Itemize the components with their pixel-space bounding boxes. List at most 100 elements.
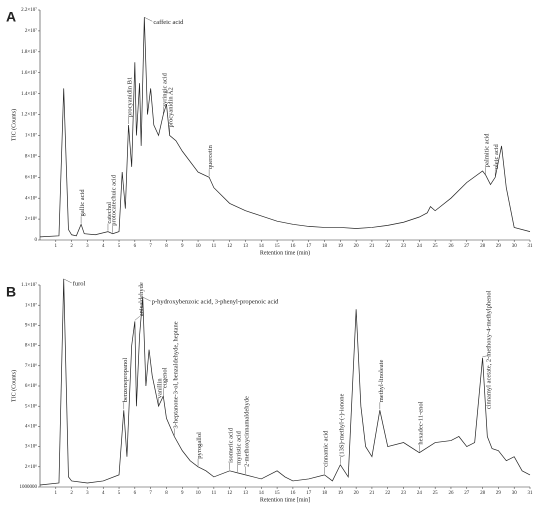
x-tick-label: 3 [86,244,89,249]
y-tick-label: 1000000 [20,485,38,490]
y-axis-title: TIC (Counts) [10,109,17,141]
annotation-label: methyl-linoleate [378,360,385,403]
x-tick-label: 22 [385,491,391,496]
x-tick-label: 29 [496,244,502,249]
x-tick-label: 24 [417,244,423,249]
annotation-label: procyanidin B1 [127,77,134,117]
y-tick-label: 2×10⁶ [25,216,37,222]
x-tick-label: 12 [227,244,233,249]
x-tick-label: 23 [401,491,407,496]
chromatogram-trace [39,17,531,238]
y-tick-label: 9×10⁶ [25,323,37,329]
annotation-label: isomeric acid [228,427,235,463]
annotation-leader [482,355,488,357]
y-tick-label: 1×10⁷ [25,302,37,308]
x-tick-label: 1 [55,244,58,249]
annotation-label: p-hydroxybenzoic acid, 3-phenyl-propenoi… [152,299,279,306]
panel-label: A [6,9,16,25]
x-tick-label: 10 [196,244,202,249]
y-tick-label: 1.2×10⁷ [21,112,37,118]
annotation-label: pyrogallol [196,432,203,459]
x-tick-label: 14 [259,491,265,496]
y-tick-label: 6×10⁶ [25,383,37,389]
annotation-label: benzenepropanol [122,358,129,403]
x-tick-label: 22 [385,244,391,249]
x-tick-label: 6 [134,491,137,496]
x-tick-label: 25 [433,244,439,249]
annotation-label: myristic acid [236,430,243,465]
x-tick-label: 13 [243,491,249,496]
x-tick-label: 11 [211,491,216,496]
annotation-label: cinnamic acid [323,430,330,467]
y-tick-label: 1.8×10⁷ [21,49,37,55]
annotation-label: hexadec-11-enol [417,401,424,444]
x-tick-label: 28 [480,244,486,249]
chart-panel: B 1000000 2×10⁶ 3×10⁶ 4×10⁶ 5×10⁶ 6×10⁶ 7×10⁶ 8×… [6,278,534,503]
y-tick-label: 1×10⁷ [25,133,37,139]
x-tick-label: 26 [448,491,454,496]
chromatogram-trace [39,278,531,486]
annotation-label: catechol [106,202,113,224]
x-tick-label: 19 [338,491,344,496]
x-tick-label: 30 [512,491,518,496]
y-tick-label: 4×10⁶ [25,195,37,201]
annotation-label: furol [73,280,86,287]
y-tick-label: 4×10⁶ [25,424,37,430]
x-tick-label: 17 [306,491,312,496]
x-tick-label: 31 [528,244,534,249]
x-tick-label: 3 [86,491,89,496]
y-tick-label: 1.4×10⁷ [21,91,37,97]
y-tick-label: 8×10⁶ [25,154,37,160]
annotation-label: vanillin [157,378,164,399]
y-tick-label: 2×10⁷ [25,28,37,34]
x-tick-label: 28 [480,491,486,496]
x-tick-label: 16 [290,244,296,249]
x-tick-label: 8 [165,244,168,249]
x-tick-label: 7 [149,244,152,249]
y-tick-label: 6×10⁶ [25,174,37,180]
y-tick-label: 5×10⁶ [25,403,37,409]
x-axis-title: Retention time (min) [260,249,310,256]
annotation-label: anisaldehyde [138,282,145,316]
annotation-label: gallic acid [79,189,86,217]
y-tick-label: 8×10⁶ [25,343,37,349]
y-tick-label: 7×10⁶ [25,363,37,369]
x-tick-label: 2 [70,244,73,249]
x-tick-label: 10 [196,491,202,496]
x-tick-label: 8 [165,491,168,496]
x-tick-label: 26 [448,244,454,249]
x-tick-label: 15 [275,491,281,496]
x-tick-label: 1 [55,491,58,496]
annotation-label: eugenol [161,367,168,388]
annotation-label: 2-methoxycinnamaldehyde [243,396,250,467]
x-tick-label: 11 [211,244,216,249]
x-tick-label: 5 [118,244,121,249]
annotation-label: caffeic acid [153,19,184,26]
y-tick-label: 0 [35,238,38,243]
annotation-label: procyanidin A2 [168,87,175,127]
annotation-leader [142,296,151,302]
x-tick-label: 19 [338,244,344,249]
annotation-leader [134,316,140,321]
x-tick-label: 4 [102,491,105,496]
y-tick-label: 2.2×10⁷ [21,7,37,13]
annotation-label: palmitic acid [484,133,491,168]
annotation-leader [144,17,153,22]
annotation-label: oleic acid [493,143,500,169]
x-tick-label: 4 [102,244,105,249]
x-axis-title: Retention time [min] [260,497,310,503]
annotation-label: (13S)-methyl-(-)-ionone [338,393,345,456]
x-tick-label: 21 [369,244,375,249]
x-tick-label: 30 [512,244,518,249]
x-tick-label: 31 [528,491,534,496]
x-tick-label: 23 [401,244,407,249]
x-tick-label: 29 [496,491,502,496]
x-tick-label: 12 [227,491,233,496]
x-tick-label: 17 [306,244,312,249]
annotation-label: quercetin [207,144,214,169]
y-tick-label: 3×10⁶ [25,444,37,450]
annotation-label: cinnamyl acetate, 2-methoxy-4-methylphen… [486,290,493,409]
x-tick-label: 13 [243,244,249,249]
chart-panel: A 0 2×10⁶ 4×10⁶ 6×10⁶ 8×10⁶ 1×10⁷ 1.2×10⁷ 1.4×10… [6,7,533,256]
